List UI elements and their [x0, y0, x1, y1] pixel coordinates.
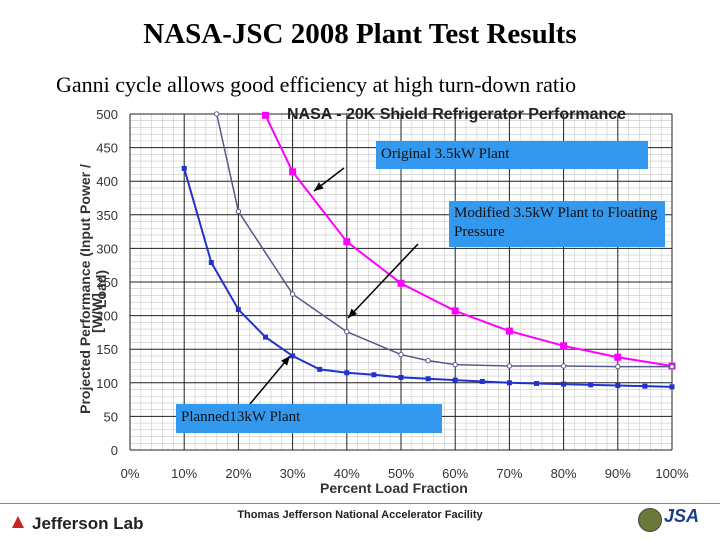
jefferson-lab-logo-text: Jefferson Lab: [32, 514, 144, 533]
x-tick-label: 10%: [171, 466, 197, 481]
data-point-original: [397, 279, 405, 287]
data-point-modified: [506, 363, 513, 369]
x-tick-label: 30%: [280, 466, 306, 481]
data-point-original: [289, 168, 297, 176]
data-point-modified: [452, 361, 458, 368]
x-tick-label: 60%: [442, 466, 468, 481]
data-point-planned: [506, 380, 512, 386]
data-point-modified: [235, 208, 242, 215]
y-axis-label: Projected Performance (Input Power / Loa…: [77, 164, 109, 414]
x-tick-label: 20%: [225, 466, 251, 481]
y-tick-label: 500: [96, 107, 118, 122]
chart-title: NASA - 20K Shield Refrigerator Performan…: [287, 106, 627, 123]
jefferson-lab-logo: Jefferson Lab: [6, 508, 166, 536]
data-point-planned: [235, 307, 241, 313]
y-tick-label: 100: [96, 376, 118, 391]
data-point-modified: [398, 351, 404, 358]
y-tick-label: 200: [96, 309, 118, 324]
x-tick-label: 90%: [605, 466, 631, 481]
y-tick-label: 400: [96, 174, 118, 189]
data-point-original: [614, 353, 622, 361]
data-point-modified: [560, 363, 567, 369]
data-point-modified: [615, 363, 621, 370]
x-tick-label: 50%: [388, 466, 414, 481]
callout-planned-plant: Planned13kW Plant: [176, 404, 442, 433]
data-point-planned: [208, 260, 214, 266]
y-tick-label: 300: [96, 241, 118, 256]
data-point-modified: [425, 357, 431, 364]
jsa-logo: JSA: [664, 506, 700, 526]
data-point-modified: [214, 111, 220, 117]
data-point-planned: [290, 353, 296, 359]
x-tick-label: 100%: [655, 466, 689, 481]
y-tick-label: 150: [96, 342, 118, 357]
data-point-planned: [263, 334, 268, 340]
data-point-planned: [561, 381, 567, 387]
data-point-planned: [588, 382, 594, 388]
callout-modified-plant: Modified 3.5kW Plant to Floating Pressur…: [449, 201, 665, 247]
data-point-original: [451, 307, 459, 315]
y-tick-label: 0: [111, 443, 118, 458]
data-point-modified: [344, 329, 350, 335]
x-tick-label: 80%: [551, 466, 577, 481]
data-point-original: [505, 327, 513, 335]
callout-original-plant: Original 3.5kW Plant: [376, 141, 648, 169]
doe-seal-icon: [638, 508, 662, 532]
x-tick-label: 40%: [334, 466, 360, 481]
footer-organization: Thomas Jefferson National Accelerator Fa…: [237, 509, 483, 521]
data-point-original: [560, 342, 568, 350]
data-point-planned: [479, 378, 485, 384]
arrow-planned: [249, 355, 291, 405]
y-axis-unit: [W/W]: [88, 293, 105, 333]
data-point-planned: [181, 165, 187, 171]
data-point-planned: [371, 372, 377, 378]
data-point-planned: [398, 374, 404, 380]
arrow-modified-head: [348, 308, 358, 318]
arrow-modified: [347, 243, 419, 319]
data-point-modified: [669, 363, 675, 370]
data-point-planned: [425, 376, 431, 382]
data-point-modified: [289, 291, 296, 297]
slide-title: NASA-JSC 2008 Plant Test Results: [143, 18, 577, 50]
data-point-planned: [344, 370, 350, 376]
jlab-mark-icon: [12, 516, 24, 528]
arrow-planned-head: [281, 356, 290, 366]
slide-subtitle: Ganni cycle allows good efficiency at hi…: [56, 72, 577, 97]
data-point-planned: [669, 384, 675, 390]
arrow-original-head: [314, 182, 324, 191]
x-axis-label: Percent Load Fraction: [320, 480, 468, 496]
data-point-planned: [317, 366, 323, 372]
y-tick-label: 350: [96, 208, 118, 223]
y-tick-label: 450: [96, 141, 118, 156]
x-tick-label: 0%: [121, 466, 140, 481]
x-tick-label: 70%: [496, 466, 522, 481]
data-point-planned: [452, 377, 458, 383]
data-point-planned: [534, 380, 539, 386]
data-point-planned: [615, 382, 621, 388]
data-point-planned: [642, 383, 648, 389]
y-tick-label: 250: [96, 275, 118, 290]
footer-divider: [0, 503, 720, 504]
y-tick-label: 50: [104, 409, 118, 424]
data-point-original: [343, 238, 351, 246]
data-point-original: [262, 111, 269, 119]
